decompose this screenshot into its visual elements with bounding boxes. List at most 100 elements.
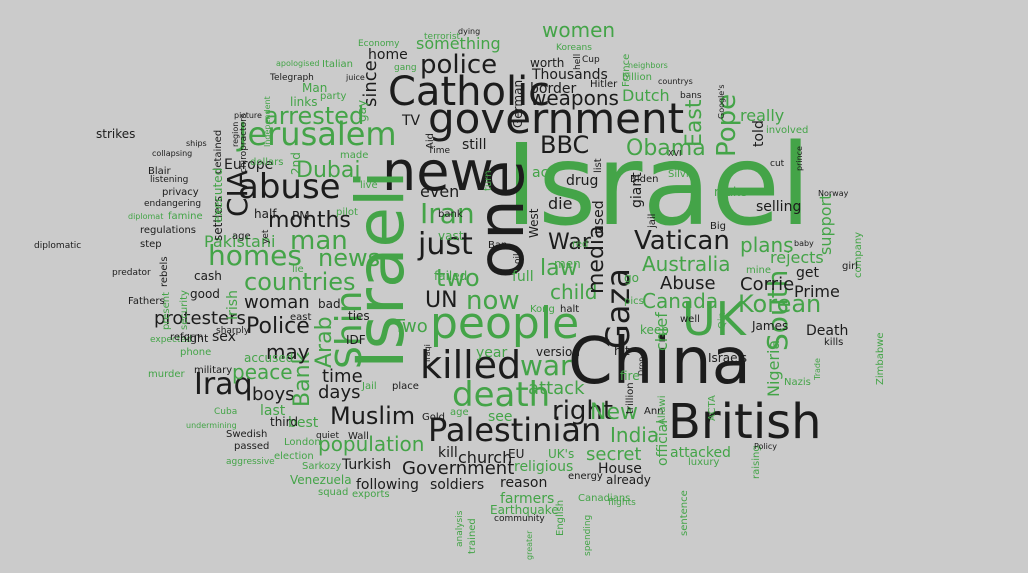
- cloud-word: jail: [647, 213, 658, 228]
- cloud-word: good: [190, 287, 220, 301]
- cloud-word: quiet: [316, 431, 339, 441]
- cloud-word: Biden: [630, 174, 659, 185]
- cloud-word: famine: [168, 211, 203, 222]
- cloud-word: ACTA: [707, 395, 718, 421]
- cloud-word: Canada: [642, 289, 719, 313]
- cloud-word: home: [368, 47, 408, 63]
- cloud-word: Aid: [425, 133, 436, 149]
- cloud-word: security: [179, 290, 190, 330]
- cloud-word: used: [591, 200, 607, 234]
- cloud-word: Blair: [148, 166, 171, 177]
- cloud-word: weapons: [530, 86, 619, 110]
- cloud-word: juice: [346, 73, 365, 82]
- cloud-word: Kong: [530, 304, 555, 315]
- cloud-word: Police: [246, 314, 310, 339]
- cloud-word: drug: [566, 173, 599, 189]
- cloud-word: Cup: [582, 55, 600, 65]
- cloud-word: baby: [794, 239, 814, 248]
- cloud-word: Policy: [754, 442, 778, 451]
- cloud-word: Iran: [420, 197, 475, 230]
- cloud-word: death: [452, 375, 551, 415]
- cloud-word: news: [318, 244, 381, 272]
- cloud-word: boys: [252, 384, 295, 405]
- cloud-word: red: [572, 239, 589, 250]
- cloud-word: Two: [394, 316, 428, 337]
- cloud-word: man: [290, 226, 348, 256]
- cloud-word: population: [318, 432, 425, 456]
- cloud-word: following: [356, 477, 419, 493]
- cloud-word: collapsing: [152, 149, 193, 158]
- cloud-word: involved: [766, 125, 809, 136]
- cloud-word: XVI: [668, 149, 682, 158]
- cloud-word: Europe: [224, 157, 274, 173]
- cloud-word: Dutch: [622, 86, 670, 105]
- cloud-word: oil: [513, 253, 523, 264]
- cloud-word: Cuba: [214, 407, 238, 417]
- cloud-word: version: [536, 345, 580, 359]
- cloud-word: gang: [394, 63, 417, 73]
- cloud-word: diplomatic: [34, 241, 82, 251]
- cloud-word: made: [340, 150, 369, 161]
- cloud-word: Death: [806, 323, 849, 339]
- cloud-word: woman: [244, 292, 310, 313]
- cloud-word: farmers: [500, 491, 555, 507]
- cloud-word: luxury: [688, 457, 720, 468]
- cloud-word: Israels: [708, 351, 748, 365]
- cloud-word: year: [476, 345, 508, 361]
- cloud-word: age: [232, 231, 251, 242]
- cloud-word: go: [624, 271, 639, 285]
- cloud-word: mine: [746, 265, 772, 276]
- cloud-word: cut: [770, 159, 785, 169]
- cloud-word: PM: [292, 209, 310, 223]
- cloud-word: hit: [614, 344, 630, 358]
- cloud-word: endangering: [144, 199, 202, 209]
- cloud-word: Nigeria: [764, 339, 783, 397]
- cloud-word: dying: [458, 27, 481, 36]
- cloud-word: live: [360, 180, 378, 191]
- cloud-word: child: [550, 280, 598, 304]
- cloud-word: BBC: [540, 131, 590, 159]
- cloud-word: law: [540, 256, 578, 281]
- cloud-word: West: [527, 208, 541, 238]
- cloud-word: support: [816, 193, 835, 255]
- cloud-word: turn: [483, 170, 494, 191]
- cloud-word: Prime: [794, 282, 840, 301]
- cloud-word: terrorist: [424, 32, 461, 42]
- cloud-word: Ann: [644, 406, 664, 417]
- cloud-word: strikes: [96, 127, 136, 141]
- cloud-word: halt: [560, 304, 580, 315]
- cloud-word: London: [284, 437, 321, 448]
- cloud-word: executed: [211, 167, 225, 223]
- cloud-word: secret: [586, 444, 642, 465]
- cloud-word: official: [655, 419, 671, 466]
- cloud-word: ships: [186, 139, 207, 148]
- cloud-word: IDF: [346, 333, 366, 347]
- cloud-word: UN: [425, 288, 458, 313]
- cloud-word: girl: [842, 261, 859, 272]
- cloud-word: Canadians: [578, 493, 631, 504]
- cloud-word: worth: [530, 56, 565, 70]
- cloud-word: Trade: [813, 358, 822, 380]
- cloud-word: now: [466, 286, 520, 316]
- cloud-word: EU: [508, 447, 525, 461]
- cloud-word: India: [610, 423, 660, 447]
- cloud-word: Fathers: [128, 296, 165, 307]
- cloud-word: Zimbabwe: [875, 332, 886, 385]
- cloud-word: Big: [710, 221, 726, 232]
- cloud-word: apologised: [276, 59, 320, 68]
- cloud-word: lie: [292, 264, 304, 275]
- cloud-word: passed: [234, 441, 270, 452]
- cloud-word: Google's: [717, 84, 726, 119]
- cloud-word: reason: [500, 475, 548, 491]
- cloud-word: men: [554, 257, 581, 271]
- cloud-word: Korean: [738, 290, 822, 318]
- cloud-word: people: [430, 298, 580, 349]
- cloud-word: two: [436, 264, 480, 292]
- cloud-word: time: [322, 366, 363, 387]
- cloud-word: kills: [824, 337, 844, 348]
- cloud-word: east: [290, 312, 312, 323]
- cloud-word: Koreans: [556, 43, 592, 53]
- cloud-word: Sarkozy: [302, 461, 342, 472]
- cloud-word: yet: [261, 229, 271, 244]
- cloud-word: Turkish: [342, 457, 392, 473]
